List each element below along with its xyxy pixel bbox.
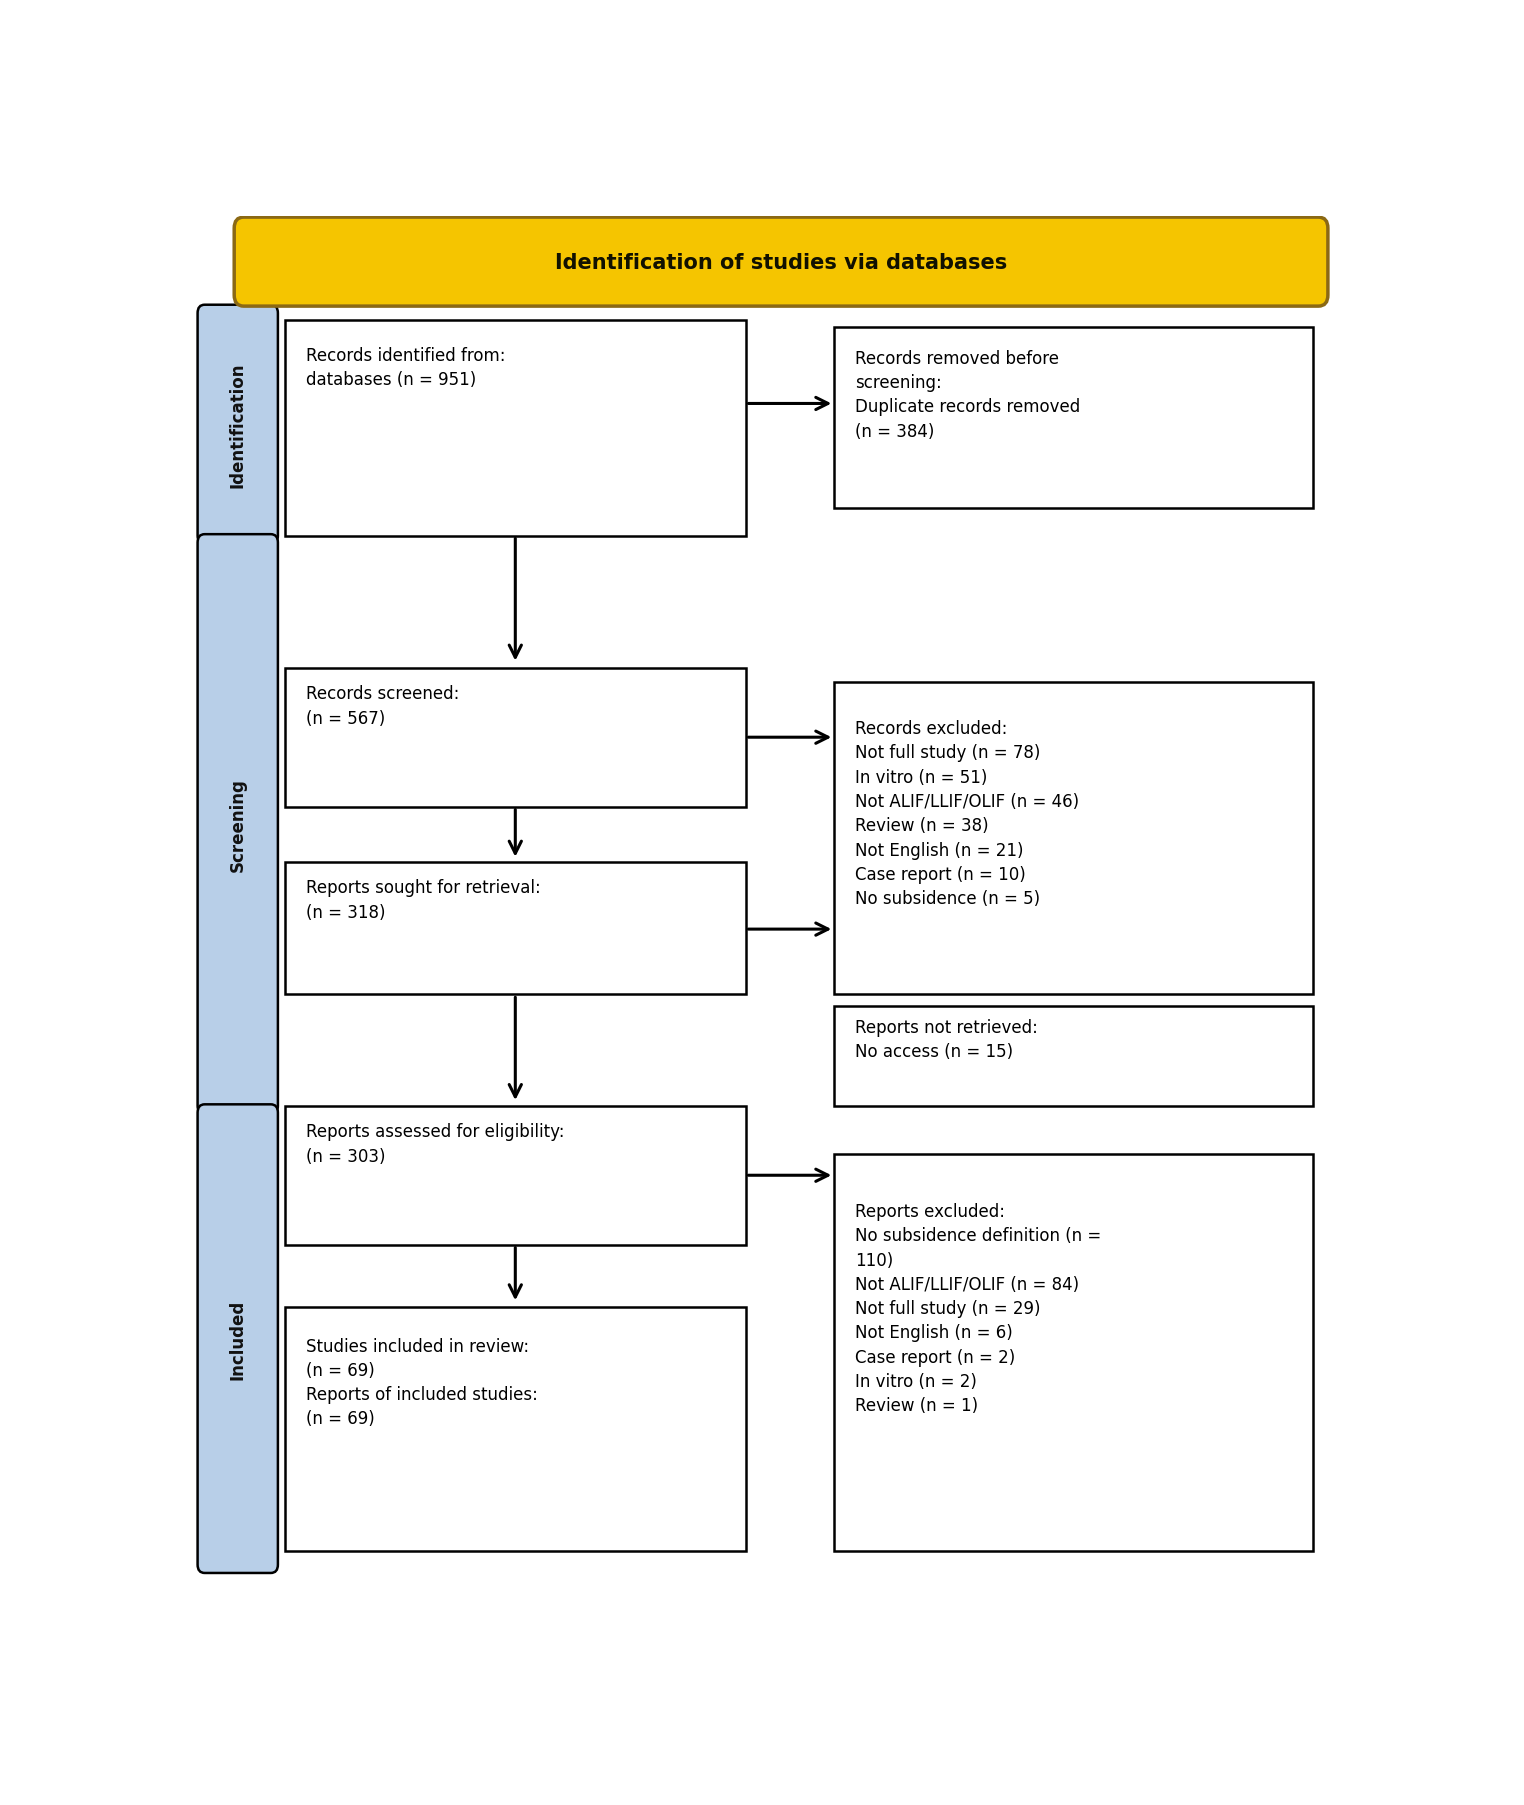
FancyBboxPatch shape bbox=[235, 218, 1327, 307]
Text: Screening: Screening bbox=[229, 778, 247, 872]
Text: Identification: Identification bbox=[229, 363, 247, 487]
Text: Reports excluded:
No subsidence definition (n =
110)
Not ALIF/LLIF/OLIF (n = 84): Reports excluded: No subsidence definiti… bbox=[855, 1202, 1102, 1415]
FancyBboxPatch shape bbox=[198, 1105, 277, 1574]
Text: Included: Included bbox=[229, 1300, 247, 1379]
Text: Records screened:
(n = 567): Records screened: (n = 567) bbox=[306, 684, 460, 727]
FancyBboxPatch shape bbox=[198, 534, 277, 1114]
FancyBboxPatch shape bbox=[834, 682, 1312, 995]
Text: Reports not retrieved:
No access (n = 15): Reports not retrieved: No access (n = 15… bbox=[855, 1018, 1038, 1060]
FancyBboxPatch shape bbox=[285, 668, 745, 807]
FancyBboxPatch shape bbox=[834, 1005, 1312, 1106]
FancyBboxPatch shape bbox=[285, 863, 745, 995]
FancyBboxPatch shape bbox=[285, 1106, 745, 1245]
Text: Identification of studies via databases: Identification of studies via databases bbox=[555, 253, 1007, 273]
FancyBboxPatch shape bbox=[834, 329, 1312, 509]
Text: Reports assessed for eligibility:
(n = 303): Reports assessed for eligibility: (n = 3… bbox=[306, 1123, 565, 1164]
Text: Reports sought for retrieval:
(n = 318): Reports sought for retrieval: (n = 318) bbox=[306, 879, 541, 921]
FancyBboxPatch shape bbox=[834, 1155, 1312, 1550]
Text: Studies included in review:
(n = 69)
Reports of included studies:
(n = 69): Studies included in review: (n = 69) Rep… bbox=[306, 1338, 538, 1428]
FancyBboxPatch shape bbox=[198, 305, 277, 545]
Text: Records excluded:
Not full study (n = 78)
In vitro (n = 51)
Not ALIF/LLIF/OLIF (: Records excluded: Not full study (n = 78… bbox=[855, 720, 1079, 908]
FancyBboxPatch shape bbox=[285, 1307, 745, 1550]
FancyBboxPatch shape bbox=[285, 321, 745, 536]
Text: Records identified from:
databases (n = 951): Records identified from: databases (n = … bbox=[306, 347, 506, 388]
Text: Records removed before
screening:
Duplicate records removed
(n = 384): Records removed before screening: Duplic… bbox=[855, 350, 1081, 440]
